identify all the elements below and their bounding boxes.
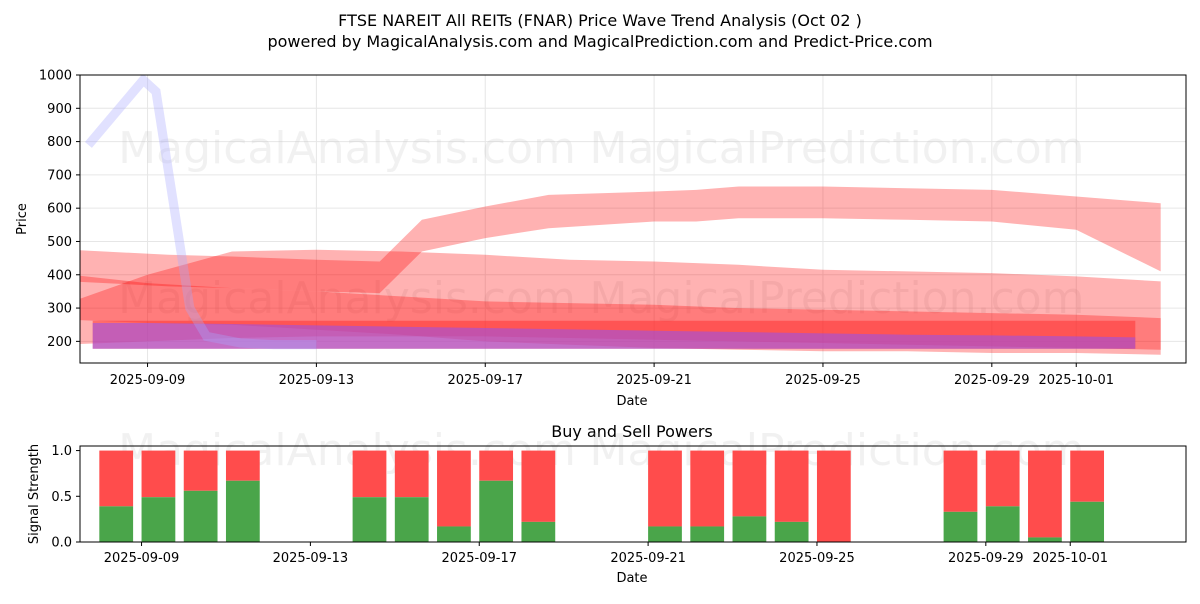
- price-line-0: [84, 75, 317, 350]
- price-x-tick-label: 2025-09-29: [954, 373, 1030, 388]
- signal-x-label: Date: [616, 571, 647, 586]
- sell-bar: [943, 450, 978, 512]
- sell-bar: [690, 450, 725, 527]
- signal-x-ticks: 2025-09-09 2025-09-13 2025-09-17 2025-09-21…: [104, 542, 1108, 566]
- price-axes-frame: [79, 74, 1187, 364]
- buy-bar: [479, 480, 514, 542]
- watermark-analysis-mid: MagicalAnalysis.com: [118, 273, 576, 324]
- price-y-ticks: 200 300 400 500 600 700 800 900 1000: [39, 69, 80, 350]
- signal-y-tick-label: 0.0: [51, 536, 72, 551]
- chart-subtitle: powered by MagicalAnalysis.com and Magic…: [267, 32, 932, 51]
- signal-title: Buy and Sell Powers: [551, 422, 713, 441]
- sell-bar: [99, 450, 134, 507]
- signal-y-label: Signal Strength: [27, 444, 42, 544]
- signal-x-tick-label: 2025-09-25: [779, 551, 855, 566]
- buy-bar: [183, 490, 218, 542]
- price-y-tick-label: 200: [47, 335, 72, 350]
- sell-bar: [774, 450, 809, 522]
- buy-bar: [648, 526, 682, 542]
- sell-bar: [1070, 450, 1105, 502]
- sell-bar: [816, 450, 851, 542]
- price-y-tick-label: 1000: [39, 69, 72, 84]
- signal-panel: Buy and Sell Powers MagicalAnalysis.com …: [27, 422, 1187, 586]
- watermark-analysis-top: MagicalAnalysis.com: [118, 123, 576, 174]
- signal-y-tick-label: 0.5: [51, 490, 72, 505]
- watermark-prediction-mid: MagicalPrediction.com: [590, 273, 1085, 324]
- price-x-label: Date: [616, 394, 647, 409]
- price-x-tick-label: 2025-09-13: [279, 373, 355, 388]
- price-x-tick-label: 2025-09-17: [447, 373, 523, 388]
- sell-bar: [1028, 450, 1062, 538]
- price-band-4: [92, 323, 1136, 349]
- price-y-tick-label: 800: [47, 135, 72, 150]
- buy-bar: [521, 521, 556, 542]
- signal-y-ticks: 0.0 0.5 1.0: [51, 444, 80, 551]
- buy-bar: [99, 506, 134, 542]
- buy-bar: [774, 521, 809, 542]
- signal-bars: [99, 450, 1105, 542]
- buy-bar: [141, 497, 176, 542]
- sell-bar: [394, 450, 429, 498]
- sell-bar: [648, 450, 682, 527]
- signal-x-tick-label: 2025-09-13: [273, 551, 349, 566]
- price-x-tick-label: 2025-09-09: [110, 373, 186, 388]
- buy-bar: [225, 480, 260, 542]
- signal-x-tick-label: 2025-10-01: [1032, 551, 1108, 566]
- buy-bar: [1028, 537, 1062, 542]
- watermark-prediction-top: MagicalPrediction.com: [590, 123, 1085, 174]
- buy-bar: [943, 511, 978, 542]
- signal-axes-frame: [79, 445, 1187, 543]
- signal-watermarks: MagicalAnalysis.com MagicalPrediction.co…: [118, 425, 1084, 476]
- sell-bar: [225, 450, 260, 481]
- buy-bar: [985, 506, 1020, 542]
- buy-bar: [437, 526, 471, 542]
- sell-bar: [183, 450, 218, 491]
- sell-bar: [479, 450, 514, 481]
- price-y-tick-label: 500: [47, 235, 72, 250]
- price-plot-area: [80, 75, 1186, 363]
- signal-y-tick-label: 1.0: [51, 444, 72, 459]
- price-y-tick-label: 600: [47, 202, 72, 217]
- price-y-tick-label: 400: [47, 268, 72, 283]
- sell-bar: [521, 450, 556, 522]
- price-band-0: [80, 186, 1161, 294]
- price-y-tick-label: 900: [47, 102, 72, 117]
- signal-x-tick-label: 2025-09-29: [948, 551, 1024, 566]
- price-watermarks: MagicalAnalysis.com MagicalPrediction.co…: [118, 123, 1084, 324]
- signal-x-tick-label: 2025-09-09: [104, 551, 180, 566]
- signal-x-tick-label: 2025-09-21: [610, 551, 686, 566]
- sell-bar: [437, 450, 471, 527]
- price-x-tick-label: 2025-10-01: [1038, 373, 1114, 388]
- price-y-tick-label: 700: [47, 168, 72, 183]
- price-y-label: Price: [15, 203, 30, 235]
- price-x-tick-label: 2025-09-21: [616, 373, 692, 388]
- sell-bar: [352, 450, 387, 498]
- price-y-tick-label: 300: [47, 302, 72, 317]
- price-marks: [80, 75, 1161, 355]
- chart-title: FTSE NAREIT All REITs (FNAR) Price Wave …: [338, 11, 862, 30]
- buy-bar: [732, 516, 767, 542]
- price-x-ticks: 2025-09-09 2025-09-13 2025-09-17 2025-09-21…: [110, 363, 1114, 388]
- buy-bar: [394, 497, 429, 542]
- price-panel: MagicalAnalysis.com MagicalPrediction.co…: [15, 69, 1187, 409]
- sell-bar: [732, 450, 767, 517]
- buy-bar: [1070, 501, 1105, 542]
- sell-bar: [985, 450, 1020, 507]
- buy-bar: [352, 497, 387, 542]
- price-x-tick-label: 2025-09-25: [785, 373, 861, 388]
- sell-bar: [141, 450, 176, 498]
- signal-x-tick-label: 2025-09-17: [441, 551, 517, 566]
- buy-bar: [690, 526, 725, 542]
